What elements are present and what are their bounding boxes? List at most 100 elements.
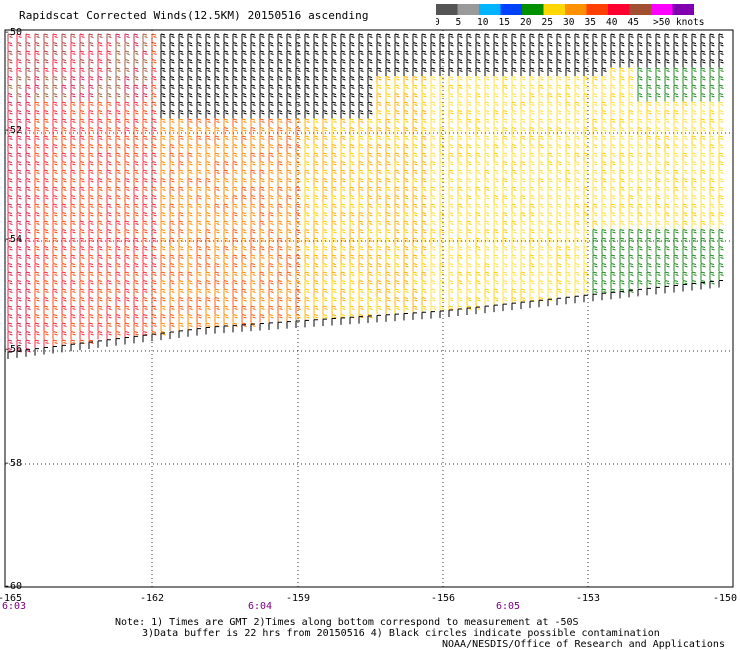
wind-barb — [268, 322, 273, 330]
wind-barb — [196, 161, 202, 170]
wind-barb — [610, 59, 616, 68]
wind-barb — [403, 118, 409, 127]
wind-barb — [628, 254, 634, 263]
wind-barb — [223, 127, 229, 136]
wind-barb — [241, 195, 247, 204]
wind-barb — [214, 297, 220, 306]
wind-barb — [466, 212, 472, 221]
wind-barb — [97, 135, 103, 144]
wind-barb — [700, 152, 706, 161]
wind-barb — [655, 59, 661, 68]
wind-barb — [259, 229, 265, 238]
wind-barb — [160, 42, 166, 51]
wind-barb — [655, 101, 661, 110]
lat-label-54: -54 — [4, 234, 23, 245]
wind-barb — [313, 93, 319, 102]
wind-barb — [304, 254, 310, 263]
wind-barb — [610, 50, 616, 59]
wind-barb — [70, 42, 76, 51]
wind-barb — [43, 246, 49, 255]
wind-barb — [151, 33, 157, 42]
wind-barb — [457, 254, 463, 263]
wind-barb — [70, 297, 76, 306]
wind-barb — [133, 161, 139, 170]
wind-barb — [529, 229, 535, 238]
wind-barb — [439, 135, 445, 144]
wind-barb — [214, 229, 220, 238]
wind-barb — [259, 212, 265, 221]
wind-barb — [583, 84, 589, 93]
wind-barb — [70, 246, 76, 255]
wind-barb — [376, 161, 382, 170]
wind-barb — [367, 280, 373, 289]
wind-barb — [70, 322, 76, 331]
wind-barb — [718, 203, 724, 212]
wind-barb — [592, 101, 598, 110]
wind-barb — [457, 169, 463, 178]
wind-barb — [169, 50, 175, 59]
wind-barb — [511, 118, 517, 127]
wind-barb — [583, 110, 589, 119]
wind-barb — [511, 229, 517, 238]
wind-barb — [286, 127, 292, 136]
legend-swatch — [522, 4, 544, 15]
wind-barb — [511, 50, 517, 59]
wind-barb — [169, 67, 175, 76]
wind-barb — [7, 195, 13, 204]
wind-barb — [241, 59, 247, 68]
wind-barb — [655, 135, 661, 144]
wind-barb — [646, 144, 652, 153]
wind-barb — [412, 203, 418, 212]
wind-barb — [124, 229, 130, 238]
wind-barb — [592, 229, 598, 238]
wind-barb — [250, 67, 256, 76]
wind-barb — [439, 50, 445, 59]
wind-barb — [313, 76, 319, 85]
wind-barb — [655, 186, 661, 195]
wind-barb — [718, 237, 724, 246]
wind-barb — [691, 282, 696, 291]
wind-barb — [475, 59, 481, 68]
wind-barb — [79, 254, 85, 263]
wind-barb — [709, 229, 715, 238]
wind-barb — [529, 237, 535, 246]
wind-barb — [43, 203, 49, 212]
wind-barb — [502, 152, 508, 161]
wind-barb — [421, 152, 427, 161]
wind-barb — [70, 67, 76, 76]
wind-barb — [61, 118, 67, 127]
wind-barb — [52, 161, 58, 170]
wind-barb — [277, 263, 283, 272]
wind-barb — [52, 305, 58, 314]
wind-barb — [655, 246, 661, 255]
wind-barb — [205, 67, 211, 76]
wind-barb — [295, 118, 301, 127]
wind-barb — [502, 93, 508, 102]
wind-barb — [691, 50, 697, 59]
wind-barb — [475, 246, 481, 255]
wind-barb — [250, 144, 256, 153]
wind-barb — [502, 186, 508, 195]
wind-barb — [394, 33, 400, 42]
wind-barb — [673, 271, 679, 280]
wind-barb — [196, 263, 202, 272]
wind-barb — [331, 237, 337, 246]
wind-barb — [25, 118, 31, 127]
wind-barb — [529, 110, 535, 119]
wind-barb — [700, 212, 706, 221]
wind-barb — [664, 110, 670, 119]
wind-barb — [268, 118, 274, 127]
wind-barb — [268, 84, 274, 93]
wind-barb — [673, 67, 679, 76]
wind-barb — [214, 220, 220, 229]
wind-barb — [268, 280, 274, 289]
wind-barb — [403, 76, 409, 85]
wind-barb — [268, 76, 274, 85]
wind-barb — [286, 305, 292, 314]
wind-barb — [340, 135, 346, 144]
wind-barb — [691, 144, 697, 153]
wind-barb — [502, 67, 508, 76]
wind-barb — [313, 101, 319, 110]
wind-barb — [412, 280, 418, 289]
wind-barb — [592, 293, 597, 302]
